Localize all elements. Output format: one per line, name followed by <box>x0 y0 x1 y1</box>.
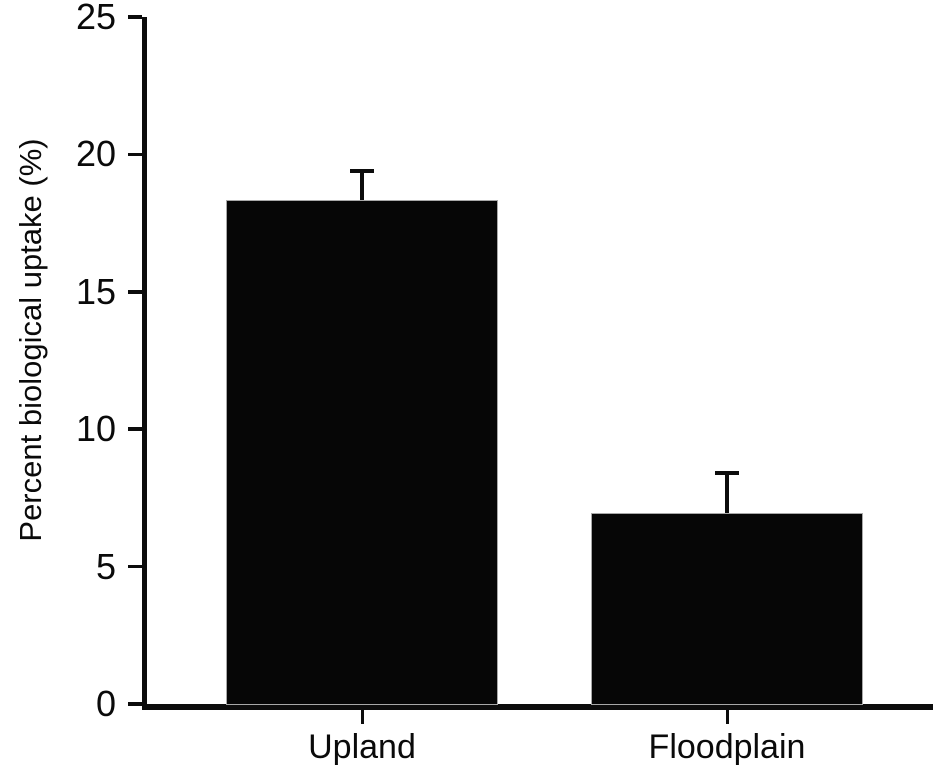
y-axis-tick-25 <box>128 15 142 19</box>
y-axis-tick-5 <box>128 564 142 569</box>
y-axis-tick-15 <box>128 290 142 294</box>
error-bar-stem-upland <box>360 170 364 204</box>
y-axis-tick-0 <box>128 702 142 706</box>
error-bar-cap-floodplain <box>715 471 739 476</box>
y-axis-tick-label-20: 20 <box>75 133 116 175</box>
category-label-upland: Upland <box>308 728 416 766</box>
x-axis-tick-upland <box>360 709 364 724</box>
category-label-floodplain: Floodplain <box>648 728 806 766</box>
x-axis-line <box>142 704 933 710</box>
y-axis-tick-label-25: 25 <box>75 0 116 37</box>
y-axis-tick-label-0: 0 <box>95 683 116 724</box>
bar-upland <box>227 201 497 704</box>
bar-floodplain <box>592 514 862 704</box>
error-bar-stem-floodplain <box>725 473 729 517</box>
y-axis-tick-label-15: 15 <box>75 270 116 312</box>
y-axis-title: Percent biological uptake (%) <box>13 138 48 542</box>
y-axis-tick-10 <box>128 427 142 431</box>
y-axis-line <box>142 17 147 710</box>
error-bar-cap-upland <box>350 168 374 173</box>
x-axis-tick-floodplain <box>725 709 729 724</box>
y-axis-tick-20 <box>128 152 142 157</box>
y-axis-tick-label-10: 10 <box>75 408 116 450</box>
y-axis-tick-label-5: 5 <box>95 545 116 587</box>
